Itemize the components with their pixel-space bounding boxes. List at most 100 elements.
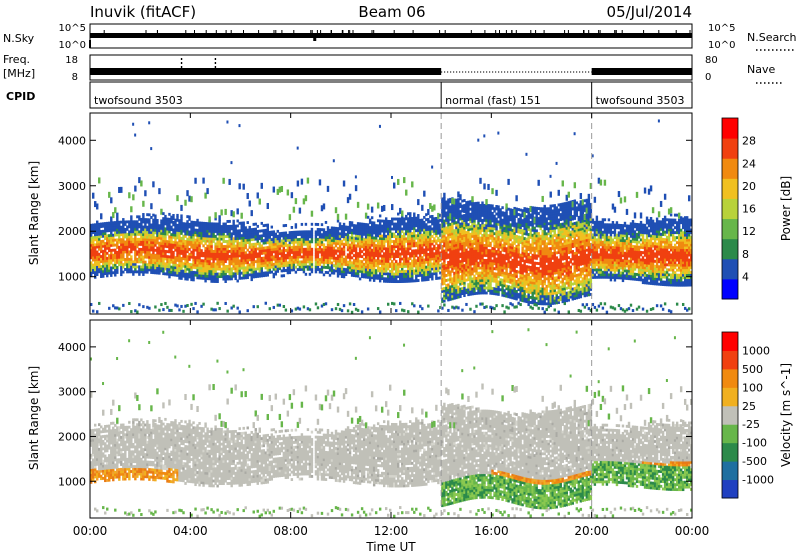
data-cell: [443, 193, 445, 199]
nsky-spike: [535, 30, 536, 33]
data-cell: [180, 219, 182, 222]
data-cell: [345, 214, 347, 220]
data-cell: [226, 310, 228, 313]
data-cell: [206, 188, 208, 194]
data-cell: [130, 310, 132, 313]
data-cell: [305, 195, 307, 201]
data-cell: [96, 203, 98, 209]
data-cell: [367, 307, 369, 310]
data-cell: [311, 235, 313, 238]
nsky-spike: [320, 30, 321, 33]
data-cell: [216, 278, 218, 281]
data-cell: [148, 121, 150, 124]
data-cell: [309, 308, 311, 311]
data-cell: [222, 238, 224, 241]
power-plot-background: [90, 113, 692, 314]
data-cell: [257, 225, 259, 228]
data-cell: [311, 268, 313, 271]
data-cell: [142, 213, 144, 216]
data-cell: [277, 270, 279, 273]
data-cell: [295, 226, 297, 229]
data-cell: [295, 223, 297, 226]
data-cell: [325, 302, 327, 305]
data-cell: [132, 194, 134, 200]
nsky-spike: [349, 30, 350, 33]
data-cell: [505, 212, 507, 215]
data-cell: [134, 263, 136, 266]
data-cell: [168, 213, 170, 216]
data-cell: [311, 253, 313, 256]
data-cell: [385, 217, 387, 220]
nsky-spike: [616, 30, 617, 33]
data-cell: [271, 226, 273, 229]
nsky-spike: [445, 30, 446, 33]
data-cell: [473, 310, 475, 313]
data-cell: [160, 303, 162, 306]
data-cell: [349, 194, 351, 200]
data-cell: [311, 240, 313, 243]
data-cell: [236, 307, 238, 310]
data-cell: [351, 221, 353, 224]
data-cell: [311, 228, 313, 231]
data-cell: [214, 212, 216, 218]
data-cell: [311, 250, 313, 253]
data-cell: [427, 209, 429, 215]
data-cell: [218, 265, 220, 268]
freq-band-segment: [592, 68, 692, 75]
data-cell: [473, 220, 475, 223]
data-cell: [443, 300, 445, 303]
data-cell: [218, 223, 220, 226]
data-cell: [96, 273, 98, 276]
data-cell: [236, 225, 238, 228]
data-cell: [152, 181, 154, 187]
data-cell: [393, 302, 395, 305]
data-cell: [321, 271, 323, 274]
data-cell: [261, 183, 263, 189]
data-cell: [483, 183, 485, 189]
data-cell: [134, 235, 136, 238]
data-cell: [309, 245, 311, 248]
data-cell: [367, 216, 369, 219]
data-cell: [208, 216, 210, 222]
data-cell: [214, 308, 216, 311]
data-cell: [247, 309, 249, 312]
data-cell: [216, 302, 218, 305]
data-cell: [222, 263, 224, 266]
nsky-tick-top: 10^5: [59, 23, 86, 34]
data-cell: [297, 181, 299, 187]
data-cell: [497, 293, 499, 296]
data-cell: [162, 308, 164, 311]
data-cell: [130, 250, 132, 253]
nsky-spike: [484, 30, 485, 33]
data-cell: [311, 263, 313, 266]
data-cell: [465, 303, 467, 306]
nsearch-tick-bottom: 10^0: [708, 40, 735, 51]
data-cell: [130, 215, 132, 218]
data-cell: [377, 203, 379, 209]
data-cell: [463, 282, 465, 285]
data-cell: [202, 178, 204, 184]
nsky-spike: [564, 30, 565, 33]
data-cell: [401, 210, 403, 216]
data-cell: [190, 196, 192, 202]
data-cell: [176, 195, 178, 201]
data-cell: [315, 302, 317, 305]
data-cell: [299, 208, 301, 214]
data-cell: [305, 273, 307, 276]
data-cell: [299, 308, 301, 311]
nsky-spike: [658, 30, 659, 33]
data-cell: [188, 215, 190, 218]
data-cell: [323, 243, 325, 246]
data-cell: [218, 215, 220, 221]
data-cell: [134, 255, 136, 258]
data-cell: [275, 273, 277, 276]
data-cell: [190, 303, 192, 306]
data-cell: [102, 275, 104, 278]
data-cell: [230, 161, 232, 164]
data-cell: [297, 147, 299, 150]
data-cell: [327, 226, 329, 229]
data-cell: [379, 310, 381, 313]
data-cell: [391, 260, 393, 263]
data-cell: [110, 197, 112, 203]
data-cell: [273, 275, 275, 278]
